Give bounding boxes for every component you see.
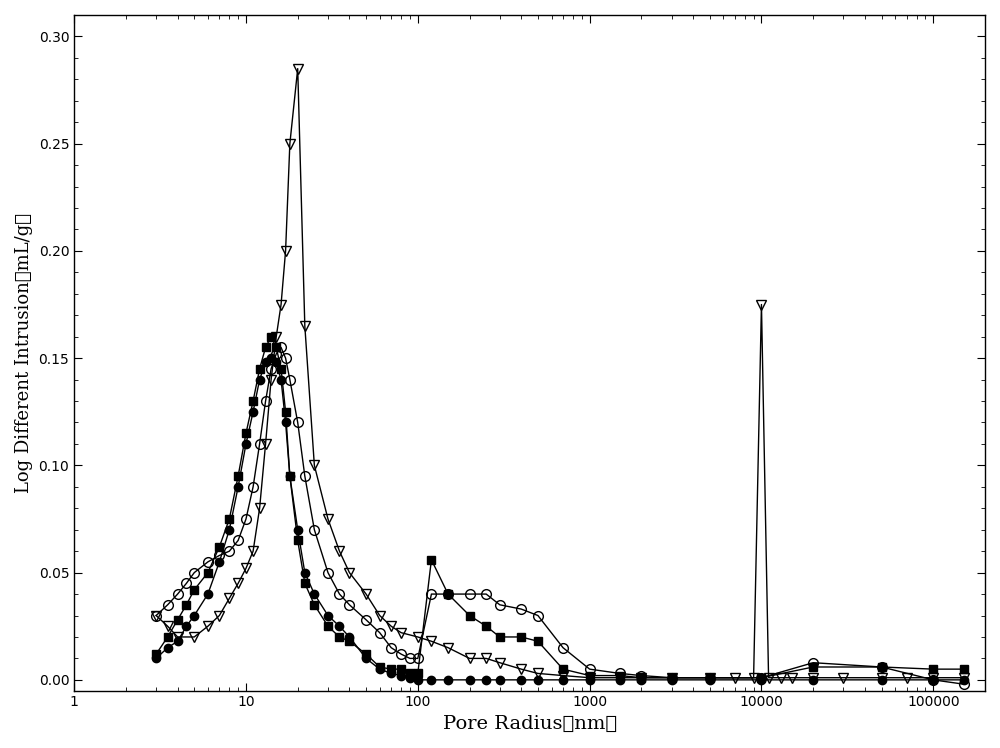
Y-axis label: Log Different Intrusion（mL/g）: Log Different Intrusion（mL/g） [15,212,33,493]
X-axis label: Pore Radius（nm）: Pore Radius（nm） [443,715,617,733]
